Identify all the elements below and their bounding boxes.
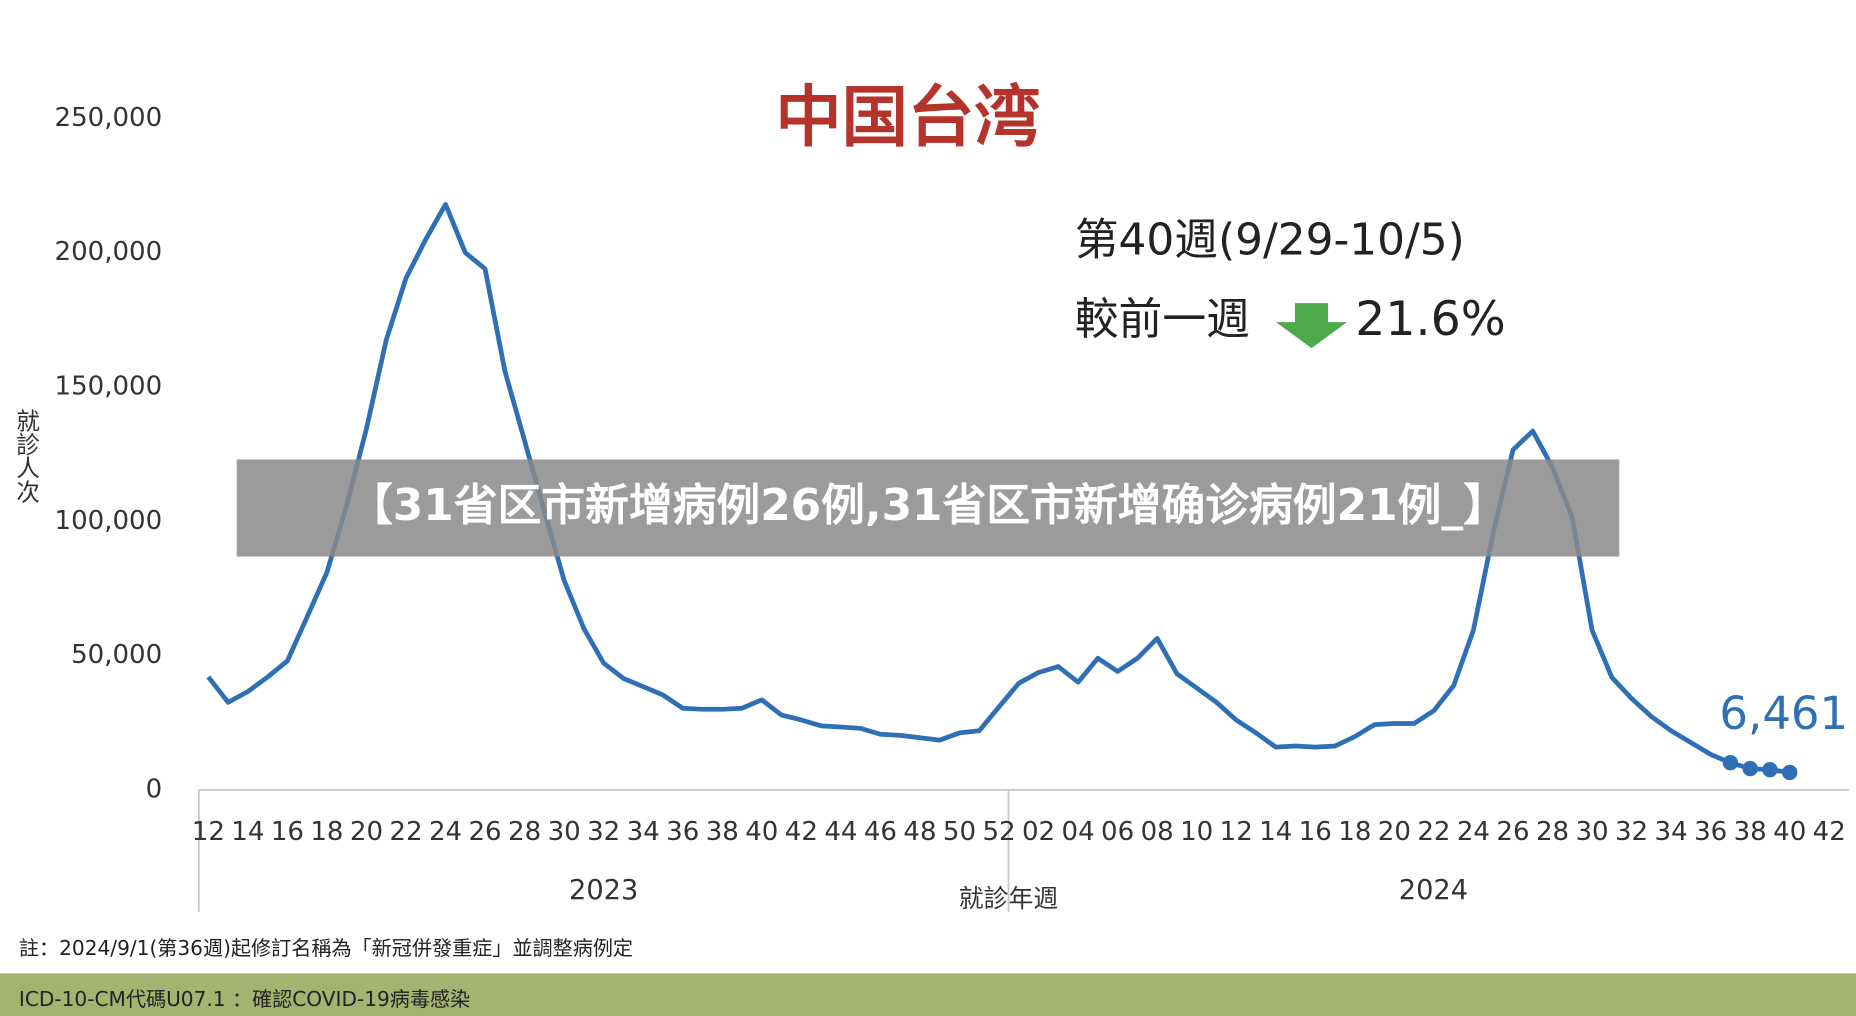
y-tick-label: 150,000 bbox=[55, 371, 163, 401]
x-tick-label: 34 bbox=[627, 817, 660, 847]
x-tick-label: 06 bbox=[1101, 817, 1134, 847]
x-tick-label: 52 bbox=[982, 817, 1015, 847]
x-tick-label: 08 bbox=[1141, 817, 1174, 847]
annotation-week: 第40週(9/29-10/5) bbox=[1075, 215, 1465, 266]
banner-background bbox=[236, 459, 1620, 557]
y-tick-label: 100,000 bbox=[55, 506, 163, 536]
year-label: 2023 bbox=[569, 875, 638, 906]
annotation-compare: 較前一週 bbox=[1075, 294, 1250, 345]
x-tick-label: 14 bbox=[1259, 817, 1292, 847]
x-tick-label: 26 bbox=[1496, 817, 1529, 847]
fade-overlay bbox=[745, 933, 1101, 969]
x-tick-label: 28 bbox=[1536, 817, 1569, 847]
x-tick-label: 26 bbox=[469, 817, 502, 847]
x-tick-label: 30 bbox=[1575, 817, 1608, 847]
x-tick-label: 38 bbox=[1734, 817, 1767, 847]
x-tick-label: 20 bbox=[1378, 817, 1411, 847]
x-tick-label: 34 bbox=[1655, 817, 1688, 847]
x-tick-label: 12 bbox=[192, 817, 225, 847]
x-tick-label: 14 bbox=[231, 817, 264, 847]
x-tick-label: 18 bbox=[1338, 817, 1371, 847]
x-tick-label: 22 bbox=[389, 817, 422, 847]
x-tick-label: 12 bbox=[1220, 817, 1253, 847]
y-tick-label: 250,000 bbox=[55, 103, 163, 133]
x-tick-label: 28 bbox=[508, 817, 541, 847]
x-tick-label: 40 bbox=[745, 817, 778, 847]
x-tick-label: 40 bbox=[1773, 817, 1806, 847]
x-tick-label: 44 bbox=[824, 817, 857, 847]
x-tick-label: 50 bbox=[943, 817, 976, 847]
x-tick-label: 04 bbox=[1062, 817, 1095, 847]
chart-title: 中国台湾 bbox=[775, 78, 1040, 156]
footer-band bbox=[0, 973, 1856, 1016]
x-tick-label: 18 bbox=[310, 817, 343, 847]
x-tick-label: 46 bbox=[864, 817, 897, 847]
banner-text: 【31省区市新增病例26例,31省区市新增确诊病例21例_】 bbox=[349, 480, 1507, 531]
footnote: 註：2024/9/1(第36週)起修訂名稱為「新冠併發重症」並調整病例定 bbox=[19, 936, 633, 960]
x-tick-label: 16 bbox=[271, 817, 304, 847]
y-tick-label: 200,000 bbox=[55, 237, 163, 267]
value-label: 6,461 bbox=[1719, 687, 1848, 740]
x-tick-label: 36 bbox=[666, 817, 699, 847]
x-tick-label: 24 bbox=[429, 817, 462, 847]
year-label: 2024 bbox=[1399, 875, 1468, 906]
footnote-2: ICD-10-CM代碼U07.1 ：確認COVID-19病毒感染 bbox=[19, 987, 470, 1011]
point-marker bbox=[1742, 760, 1758, 777]
x-tick-label: 32 bbox=[1615, 817, 1648, 847]
y-axis-label: 就診人次 bbox=[12, 408, 40, 503]
x-tick-label: 24 bbox=[1457, 817, 1490, 847]
point-marker bbox=[1722, 755, 1739, 771]
down-arrow bbox=[1276, 303, 1348, 349]
line bbox=[206, 202, 1791, 775]
y-tick-label: 50,000 bbox=[71, 640, 162, 670]
x-tick-label: 42 bbox=[1813, 817, 1846, 847]
annotation-change: 21.6% bbox=[1355, 292, 1505, 347]
x-tick-label: 16 bbox=[1299, 817, 1332, 847]
x-axis-label: 就診年週 bbox=[959, 884, 1058, 913]
x-tick-label: 48 bbox=[903, 817, 936, 847]
x-tick-label: 10 bbox=[1180, 817, 1213, 847]
x-tick-label: 36 bbox=[1694, 817, 1727, 847]
x-tick-label: 02 bbox=[1022, 817, 1055, 847]
x-tick-label: 32 bbox=[587, 817, 620, 847]
point-marker bbox=[1762, 761, 1778, 778]
x-tick-label: 20 bbox=[350, 817, 383, 847]
x-tick-label: 22 bbox=[1417, 817, 1450, 847]
y-tick-label: 0 bbox=[146, 774, 163, 804]
point-marker bbox=[1782, 764, 1798, 781]
x-tick-label: 38 bbox=[706, 817, 739, 847]
x-tick-label: 30 bbox=[548, 817, 581, 847]
x-tick-label: 42 bbox=[785, 817, 818, 847]
